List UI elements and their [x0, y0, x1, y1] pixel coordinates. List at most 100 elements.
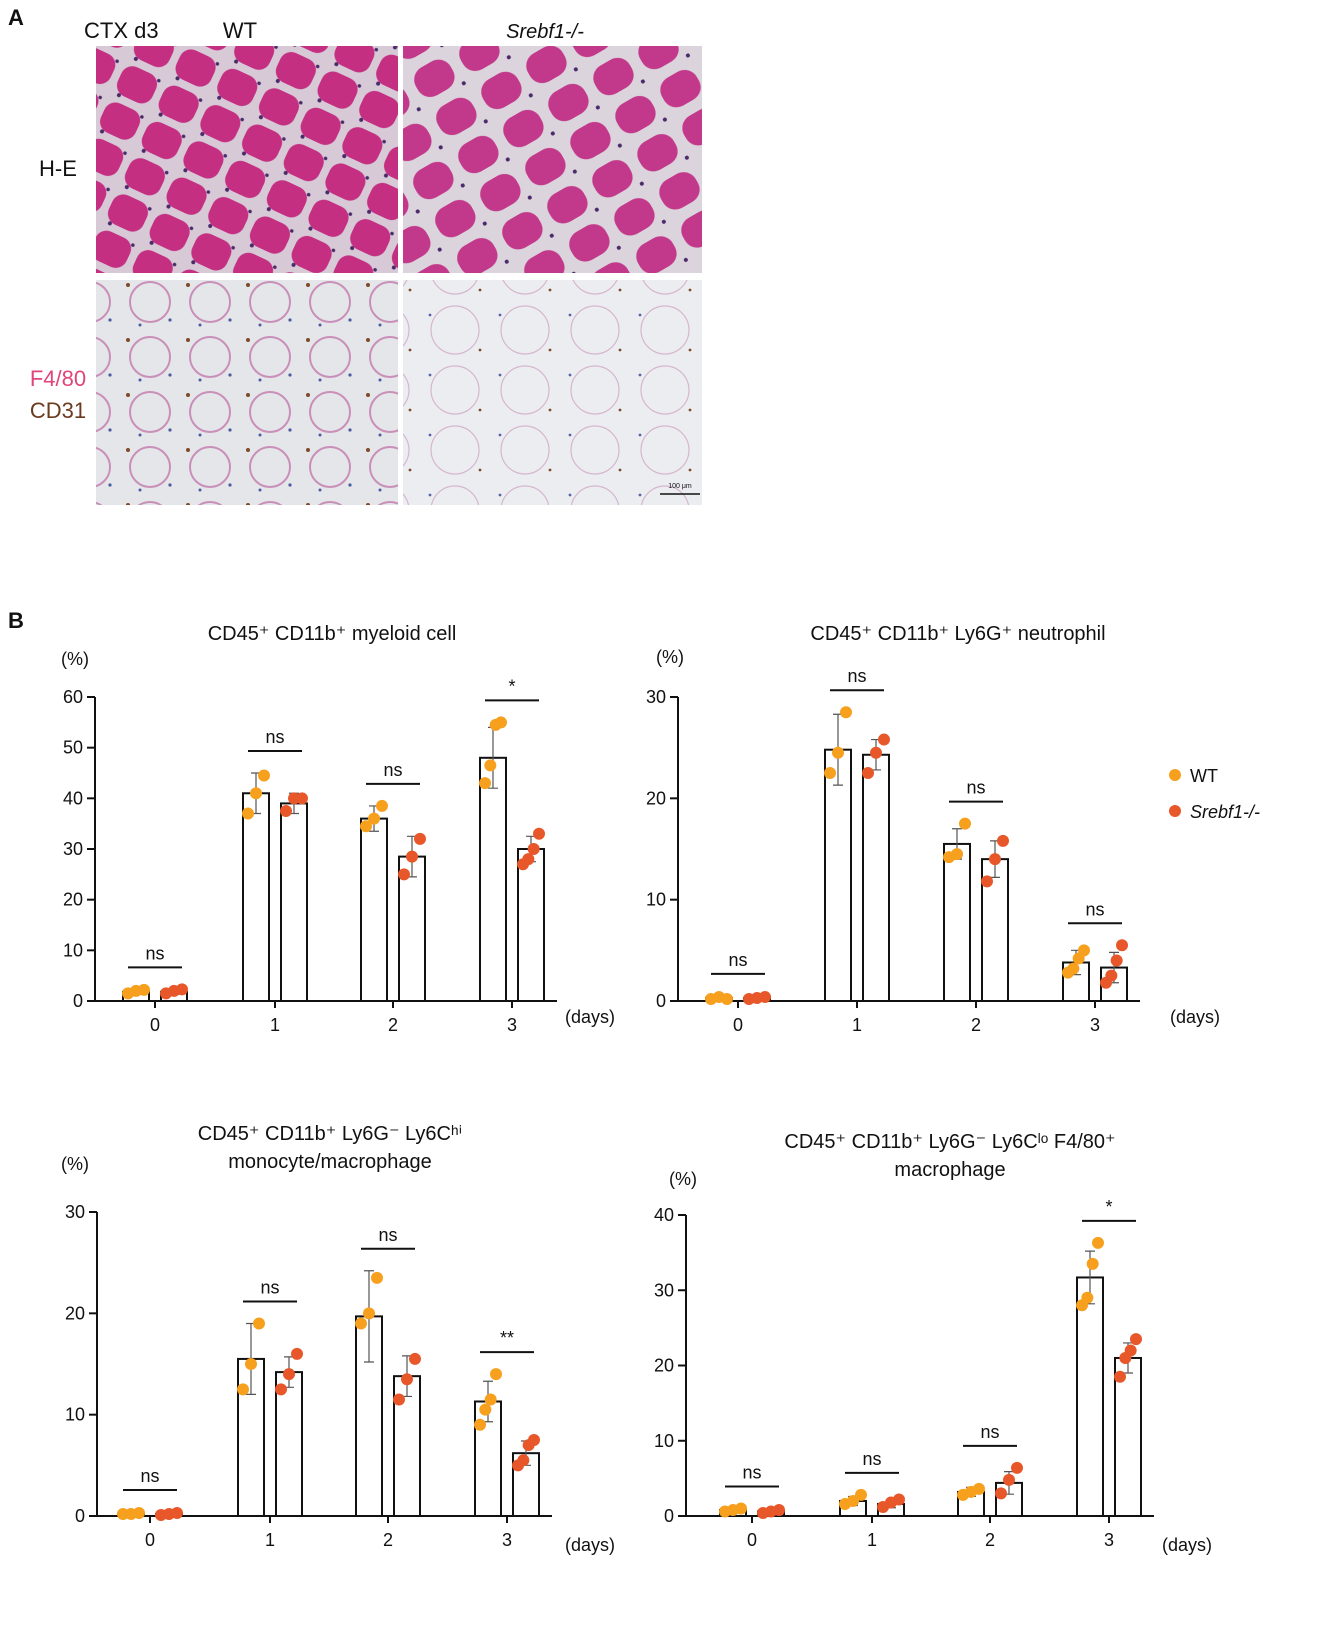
- panel-label: A: [8, 5, 24, 30]
- bar: [280, 802, 308, 1003]
- chart-title: CD45⁺ CD11b⁺ Ly6G⁻ Ly6Cʰⁱ: [198, 1123, 463, 1145]
- data-point: [414, 832, 426, 845]
- x-tick-label: 2: [985, 1530, 995, 1550]
- y-tick-label: 0: [664, 1506, 674, 1526]
- data-point: [973, 1482, 985, 1495]
- y-tick-label: 40: [63, 788, 83, 808]
- data-point: [1003, 1473, 1015, 1486]
- data-point: [1105, 969, 1118, 982]
- data-point: [296, 792, 308, 805]
- significance-label: ns: [383, 760, 402, 780]
- bar: [824, 748, 852, 1003]
- bar: [479, 756, 507, 1002]
- data-point: [824, 767, 836, 779]
- x-tick-label: 1: [265, 1530, 275, 1550]
- y-tick-label: 20: [646, 788, 666, 808]
- y-tick-label: 10: [65, 1405, 85, 1425]
- y-tick-label: 10: [646, 890, 666, 910]
- x-tick-label: 3: [507, 1015, 517, 1035]
- data-point: [522, 853, 535, 866]
- data-point: [1081, 1291, 1094, 1304]
- x-tick-label: 2: [383, 1530, 393, 1550]
- data-point: [363, 1307, 375, 1320]
- x-tick-label: 1: [270, 1015, 280, 1035]
- bar: [862, 753, 890, 1003]
- data-point: [474, 1418, 486, 1431]
- data-point: [484, 1393, 497, 1406]
- data-point: [280, 805, 292, 817]
- data-point: [1092, 1236, 1104, 1249]
- row-label: CD31: [30, 398, 86, 423]
- data-point: [862, 767, 874, 779]
- row-label: F4/80: [30, 366, 86, 391]
- data-point: [840, 706, 852, 719]
- data-point: [1124, 1344, 1137, 1357]
- legend-label: Srebf1-/-: [1190, 802, 1260, 822]
- data-point: [484, 759, 497, 772]
- x-tick-label: 0: [150, 1015, 160, 1035]
- data-point: [832, 746, 844, 759]
- data-point: [258, 769, 270, 782]
- y-tick-label: 10: [654, 1431, 674, 1451]
- y-tick-label: 0: [73, 991, 83, 1011]
- data-point: [171, 1506, 183, 1519]
- data-point: [1116, 939, 1128, 952]
- data-point: [981, 875, 993, 888]
- data-point: [479, 1403, 492, 1416]
- bar: [1114, 1356, 1142, 1517]
- x-tick-label: 2: [388, 1015, 398, 1035]
- y-axis-label: (%): [61, 649, 89, 669]
- x-tick-label: 3: [1104, 1530, 1114, 1550]
- data-point: [1067, 962, 1080, 975]
- bar: [1076, 1276, 1104, 1518]
- data-point: [283, 1368, 295, 1381]
- scale-bar-label: 100 μm: [668, 483, 692, 490]
- data-point: [133, 1506, 145, 1519]
- y-tick-label: 30: [65, 1202, 85, 1222]
- significance-label: ns: [728, 950, 747, 970]
- significance-label: ns: [265, 727, 284, 747]
- y-tick-label: 30: [654, 1280, 674, 1300]
- micrograph: [96, 280, 398, 505]
- data-point: [253, 1317, 265, 1330]
- y-axis-label: (%): [656, 647, 684, 667]
- x-axis-label: (days): [1162, 1535, 1212, 1555]
- micrograph: [403, 280, 702, 505]
- data-point: [371, 1271, 383, 1284]
- data-point: [368, 812, 380, 825]
- data-point: [1110, 954, 1123, 967]
- x-tick-label: 1: [852, 1015, 862, 1035]
- micrograph: [403, 46, 702, 273]
- row-label: H-E: [39, 156, 77, 181]
- data-point: [533, 827, 545, 840]
- chart-title: macrophage: [894, 1159, 1005, 1181]
- data-point: [1130, 1333, 1142, 1346]
- data-point: [401, 1373, 413, 1386]
- x-tick-label: 0: [733, 1015, 743, 1035]
- y-tick-label: 20: [63, 890, 83, 910]
- data-point: [406, 850, 418, 863]
- data-point: [490, 1368, 502, 1381]
- y-tick-label: 20: [65, 1303, 85, 1323]
- x-tick-label: 3: [502, 1530, 512, 1550]
- y-tick-label: 50: [63, 738, 83, 758]
- data-point: [176, 983, 188, 996]
- significance-label: ns: [980, 1422, 999, 1442]
- data-point: [275, 1383, 287, 1396]
- bar: [517, 848, 545, 1002]
- chart-title: CD45⁺ CD11b⁺ myeloid cell: [208, 623, 457, 645]
- chart-title: monocyte/macrophage: [228, 1151, 431, 1173]
- significance-label: *: [1105, 1197, 1112, 1217]
- y-tick-label: 10: [63, 940, 83, 960]
- bar: [242, 792, 270, 1002]
- y-tick-label: 40: [654, 1205, 674, 1225]
- x-axis-label: (days): [1170, 1007, 1220, 1027]
- bar: [943, 842, 971, 1003]
- data-point: [773, 1503, 785, 1516]
- significance-label: **: [500, 1328, 514, 1348]
- y-tick-label: 30: [646, 687, 666, 707]
- bar: [398, 855, 426, 1002]
- x-axis-label: (days): [565, 1535, 615, 1555]
- data-point: [245, 1358, 257, 1370]
- data-point: [527, 843, 540, 855]
